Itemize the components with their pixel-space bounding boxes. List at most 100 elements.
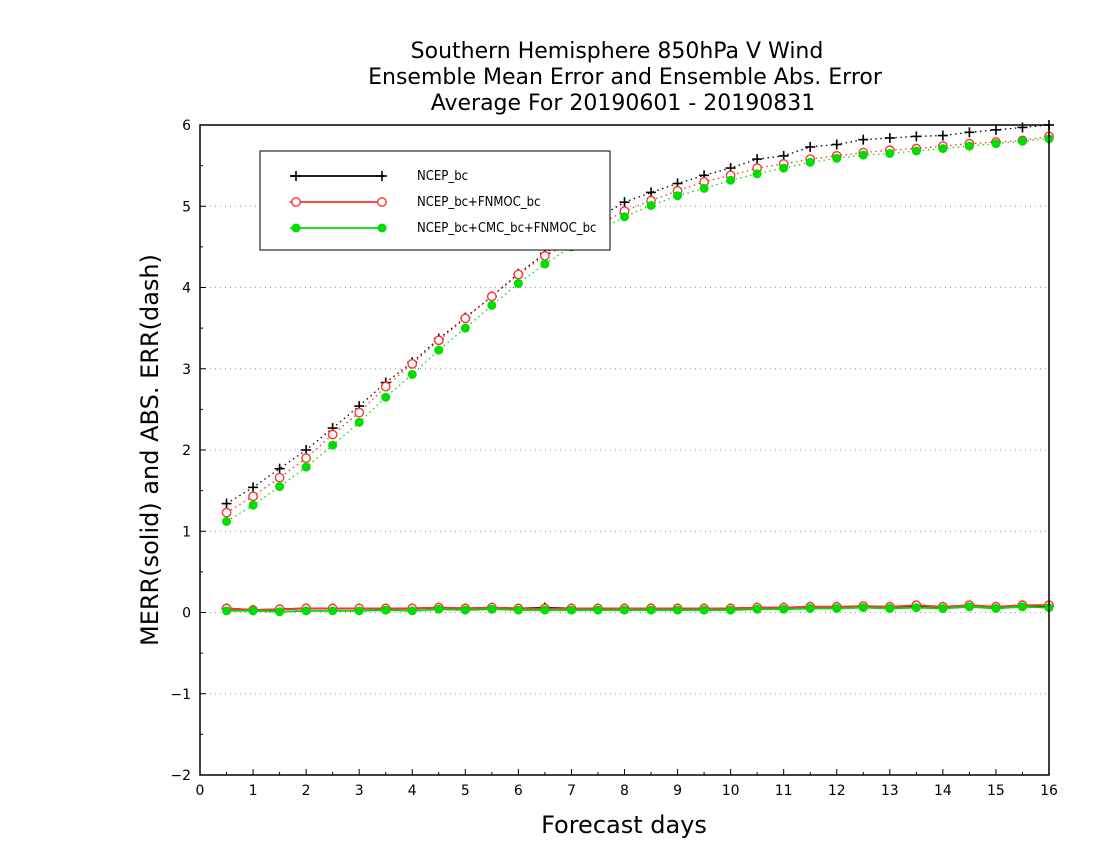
series-3-abs-error-point (911, 146, 921, 156)
y-tick-label: 2 (182, 443, 191, 459)
series-3-mean-error-point (673, 605, 683, 615)
y-tick-label: 4 (182, 281, 191, 297)
series-3-abs-error-point (832, 153, 842, 163)
series-3-abs-error-point (964, 141, 974, 151)
legend-label: NCEP_bc (417, 169, 468, 184)
series-2-abs-error-point (354, 407, 365, 418)
series-3-mean-error-point (964, 602, 974, 612)
series-1-abs-error-point (752, 154, 763, 165)
x-tick-label: 14 (934, 783, 952, 799)
x-tick-label: 11 (775, 783, 793, 799)
series-2-abs-error-point (486, 291, 497, 302)
series-3-abs-error-point (222, 517, 232, 526)
x-tick-label: 9 (673, 783, 682, 799)
series-2-abs-error-point (274, 472, 285, 483)
series-2-abs-error-line (226, 135, 1050, 514)
series-3-abs-error-point (301, 462, 311, 472)
series-3-mean-error-point (646, 605, 656, 615)
series-3-mean-error-point (752, 604, 762, 614)
legend-marker (377, 223, 387, 233)
series-3-abs-error-point (620, 212, 629, 222)
series-3-abs-error-point (513, 278, 523, 288)
series-3-abs-error-point (805, 157, 815, 167)
x-tick-label: 13 (881, 783, 899, 799)
series-3-mean-error-point (275, 607, 285, 617)
series-1-abs-error-point (619, 197, 630, 208)
legend-marker (291, 223, 301, 233)
x-tick-label: 3 (355, 783, 364, 799)
legend: NCEP_bc NCEP_bc+FNMOC_bc NCEP_bc+CMC_bc+FN… (259, 150, 611, 251)
legend-marker (291, 171, 301, 181)
series-2-abs-error-point (460, 313, 471, 324)
y-axis-label: MERR(solid) and ABS. ERR(dash) (136, 254, 164, 646)
x-tick-label: 5 (461, 783, 470, 799)
legend-marker (377, 197, 387, 207)
x-tick-label: 12 (828, 783, 846, 799)
series-3-mean-error-point (832, 603, 842, 613)
x-tick-label: 4 (408, 783, 417, 799)
series-3-abs-error-point (752, 169, 762, 179)
series-1-abs-error-point (248, 482, 259, 493)
series-3-mean-error-point (540, 605, 550, 615)
series-3-mean-error-point (301, 606, 311, 616)
title-line-2: Ensemble Mean Error and Ensemble Abs. Er… (368, 65, 883, 90)
legend-label: NCEP_bc+FNMOC_bc (417, 195, 541, 210)
y-tick-label: 0 (182, 606, 191, 622)
y-tick-label: −1 (170, 687, 191, 703)
x-tick-label: 2 (302, 783, 311, 799)
series-3-abs-error-point (938, 144, 948, 154)
y-tick-label: 5 (182, 199, 191, 215)
series-3-abs-error-point (354, 417, 364, 427)
series-3-mean-error-point (620, 605, 629, 615)
series-3-abs-error-point (487, 300, 497, 310)
series-2-abs-error-point (433, 335, 444, 346)
series-1-abs-error-point (937, 130, 948, 141)
series-3-abs-error-point (699, 183, 709, 193)
series-3-mean-error-point (354, 606, 364, 616)
series-2-abs-error-point (380, 381, 391, 392)
x-tick-label: 1 (249, 783, 258, 799)
y-tick-label: −2 (170, 768, 191, 784)
series-3-mean-error-point (938, 603, 948, 613)
plot-series (221, 120, 1054, 617)
series-3-mean-error-point (248, 606, 258, 616)
y-tick-label: 6 (182, 118, 191, 134)
series-3-mean-error-point (726, 605, 736, 615)
series-3-mean-error-point (885, 603, 895, 613)
series-3-mean-error-point (911, 603, 921, 613)
series-1-abs-error-point (911, 131, 922, 142)
series-1-abs-error-point (990, 124, 1001, 135)
series-3-mean-error-point (434, 604, 444, 614)
x-tick-label: 15 (987, 783, 1005, 799)
chart-title: Southern Hemisphere 850hPa V Wind Ensemb… (368, 39, 883, 116)
series-3-mean-error-point (566, 605, 576, 615)
y-tick-label: 1 (182, 524, 191, 540)
series-3-abs-error-point (858, 150, 868, 160)
series-2-abs-error-point (407, 358, 418, 369)
series-2-abs-error-point (327, 429, 338, 440)
series-3-abs-error-point (540, 259, 550, 269)
x-tick-label: 16 (1040, 783, 1058, 799)
legend-marker (377, 171, 387, 181)
series-1-abs-error-point (274, 463, 285, 474)
series-3-abs-error-point (460, 323, 470, 333)
series-3-abs-error-point (407, 369, 417, 379)
series-3-abs-error-point (434, 345, 444, 355)
series-3-abs-error-point (275, 482, 285, 492)
series-2-abs-error-point (301, 453, 312, 464)
series-3-mean-error-point (381, 605, 391, 615)
series-3-abs-error-point (991, 139, 1001, 149)
series-2-abs-error-point (248, 491, 258, 502)
series-1-abs-error-point (884, 133, 895, 143)
series-3-mean-error-point (858, 603, 868, 613)
series-2-abs-error-point (540, 250, 550, 261)
series-3-mean-error-point (805, 603, 815, 613)
series-3-mean-error-point (991, 603, 1001, 613)
title-line-1: Southern Hemisphere 850hPa V Wind (411, 39, 824, 64)
y-tick-label: 3 (182, 362, 191, 378)
x-tick-label: 8 (620, 783, 629, 799)
legend-box (259, 150, 611, 251)
series-3-mean-error-point (779, 604, 789, 614)
